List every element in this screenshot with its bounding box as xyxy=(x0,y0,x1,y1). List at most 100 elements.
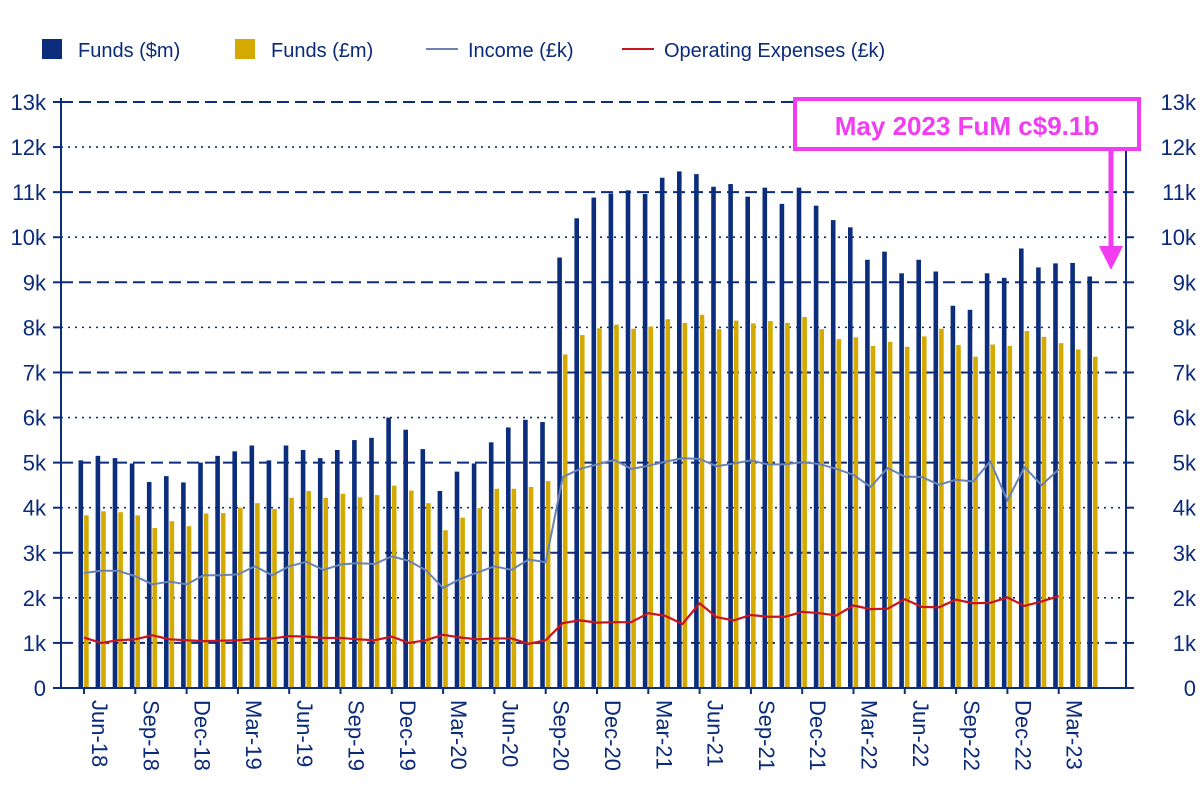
y-tick-label-right: 9k xyxy=(1173,270,1197,295)
bar-funds-usd xyxy=(198,462,203,688)
bar-funds-usd xyxy=(232,451,237,688)
bar-funds-gbp xyxy=(922,336,927,688)
y-tick-label-left: 3k xyxy=(23,541,47,566)
bar-funds-usd xyxy=(882,251,887,688)
bar-funds-usd xyxy=(540,422,545,688)
bar-funds-usd xyxy=(283,445,289,688)
y-tick-label-right: 6k xyxy=(1173,406,1197,431)
x-tick-label: Mar-23 xyxy=(1062,700,1087,770)
bar-funds-usd xyxy=(694,174,699,689)
bar-funds-gbp xyxy=(939,328,944,688)
y-tick-label-right: 12k xyxy=(1161,135,1197,160)
bar-funds-gbp xyxy=(1024,330,1030,688)
y-tick-label-left: 9k xyxy=(23,270,47,295)
x-tick-label: Sep-18 xyxy=(138,700,163,771)
bar-funds-usd xyxy=(1053,263,1058,688)
bar-funds-gbp xyxy=(973,356,978,688)
bar-funds-gbp xyxy=(631,328,636,688)
bar-funds-gbp xyxy=(203,513,209,688)
x-tick-label: Sep-19 xyxy=(344,700,369,771)
bar-funds-gbp xyxy=(682,322,688,688)
x-tick-label: Dec-18 xyxy=(190,700,215,771)
bar-funds-usd xyxy=(146,481,152,688)
y-tick-label-left: 8k xyxy=(23,315,47,340)
x-tick-label: Sep-22 xyxy=(959,700,984,771)
bar-funds-usd xyxy=(950,305,956,688)
bar-funds-usd xyxy=(471,463,477,688)
bar-funds-gbp xyxy=(409,490,414,688)
bar-funds-usd xyxy=(557,257,562,688)
bar-funds-usd xyxy=(1070,262,1075,688)
annotation-arrow-head xyxy=(1099,246,1123,270)
bar-funds-usd xyxy=(403,429,408,688)
bar-funds-usd xyxy=(181,482,186,688)
bar-funds-usd xyxy=(608,193,614,688)
bar-funds-gbp xyxy=(186,526,192,688)
bar-funds-gbp xyxy=(956,344,961,688)
x-tick-label: Jun-22 xyxy=(908,700,933,767)
bar-funds-gbp xyxy=(323,497,329,688)
y-tick-label-left: 12k xyxy=(11,135,47,160)
bar-funds-usd xyxy=(830,220,836,688)
bar-funds-usd xyxy=(488,442,494,688)
bar-funds-gbp xyxy=(289,497,294,688)
x-tick-label: Sep-20 xyxy=(549,700,574,771)
bar-funds-gbp xyxy=(84,515,89,688)
bar-funds-usd xyxy=(112,458,118,688)
x-tick-label: Jun-19 xyxy=(292,700,317,767)
bar-funds-usd xyxy=(916,259,921,688)
y-tick-label-right: 0 xyxy=(1184,676,1196,701)
y-tick-label-left: 7k xyxy=(23,360,47,385)
bar-funds-gbp xyxy=(562,354,568,688)
x-tick-label: Mar-21 xyxy=(651,700,676,770)
bar-funds-usd xyxy=(335,449,340,688)
bar-funds-gbp xyxy=(1075,349,1081,688)
y-axis-right: 0 1k 2k 3k 4k 5k 6k 7k 8k 9k 10k 11k 12k 13k xyxy=(1126,90,1197,701)
x-tick-label: Jun-18 xyxy=(87,700,112,767)
annotation-box xyxy=(793,97,1141,151)
bar-funds-gbp xyxy=(870,345,876,688)
bar-funds-gbp xyxy=(580,335,585,688)
bar-funds-usd xyxy=(779,203,785,688)
bar-funds-usd xyxy=(813,205,819,688)
x-tick-label: Mar-20 xyxy=(446,700,471,770)
bar-funds-usd xyxy=(523,419,528,688)
y-tick-label-left: 1k xyxy=(23,631,47,656)
bar-funds-gbp xyxy=(716,329,722,688)
legend-label: Funds ($m) xyxy=(78,40,180,62)
bar-funds-gbp xyxy=(1093,356,1098,688)
bars xyxy=(78,171,1098,689)
bar-funds-usd xyxy=(506,427,511,688)
bar-funds-usd xyxy=(574,218,579,688)
bar-funds-gbp xyxy=(511,488,517,688)
bar-funds-gbp xyxy=(391,485,397,688)
bar-funds-gbp xyxy=(665,319,671,688)
bar-funds-gbp xyxy=(802,317,807,688)
bar-funds-usd xyxy=(677,171,682,688)
bar-funds-gbp xyxy=(238,507,243,688)
bar-funds-usd xyxy=(1001,277,1007,688)
bar-funds-usd xyxy=(642,193,648,689)
legend-swatch xyxy=(235,39,255,59)
bar-funds-gbp xyxy=(306,491,311,688)
x-tick-label: Dec-21 xyxy=(805,700,830,771)
bar-funds-gbp xyxy=(768,321,773,688)
legend-label: Operating Expenses (£k) xyxy=(664,40,885,62)
bar-funds-gbp xyxy=(152,527,158,688)
bar-funds-gbp xyxy=(169,521,175,688)
bar-funds-usd xyxy=(215,455,220,688)
x-tick-label: Sep-21 xyxy=(754,700,779,771)
legend-swatch xyxy=(42,39,62,59)
bar-funds-gbp xyxy=(614,324,619,688)
bar-funds-gbp xyxy=(426,503,431,688)
bar-funds-usd xyxy=(625,190,631,688)
bar-funds-gbp xyxy=(1058,343,1064,688)
y-tick-label-right: 1k xyxy=(1173,631,1197,656)
bar-funds-gbp xyxy=(220,513,226,688)
y-tick-label-right: 4k xyxy=(1173,496,1197,521)
x-tick-label: Jun-20 xyxy=(497,700,522,767)
y-tick-label-right: 13k xyxy=(1161,90,1197,115)
annotation-text: May 2023 FuM c$9.1b xyxy=(835,111,1099,141)
bar-funds-gbp xyxy=(853,337,859,688)
